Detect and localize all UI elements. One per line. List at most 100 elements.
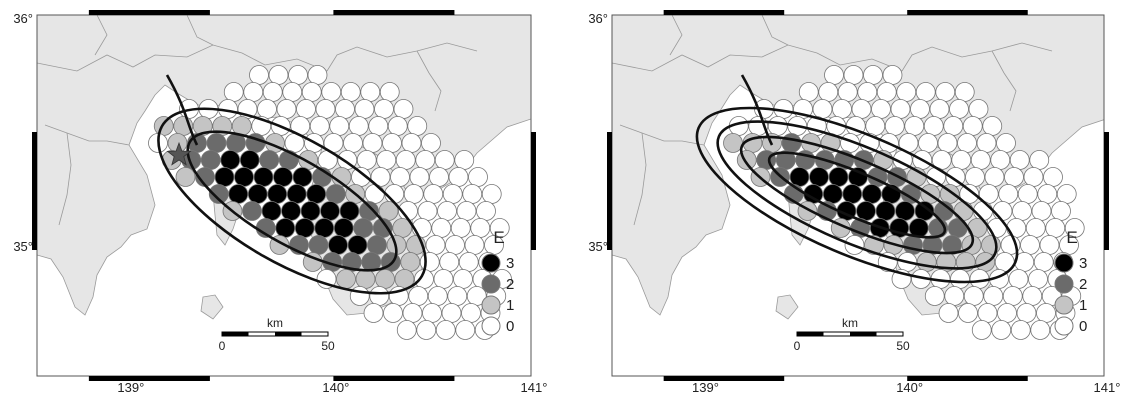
grid-circle-class-0	[223, 82, 244, 102]
grid-circle-class-0	[924, 286, 945, 306]
grid-circle-class-0	[1006, 218, 1027, 238]
grid-circle-class-0	[423, 184, 444, 204]
grid-circle-class-1	[375, 269, 395, 289]
frame-bar	[907, 376, 1028, 381]
contour-line	[767, 151, 947, 239]
grid-circle-class-0	[437, 201, 457, 221]
contour-lines	[157, 74, 427, 295]
grid-circle-class-0	[904, 116, 925, 136]
grid-circle-class-2	[367, 235, 387, 255]
scale-bar-unit: km	[842, 316, 858, 330]
grid-circle-class-3	[294, 218, 315, 238]
map-area	[37, 15, 531, 376]
grid-circle-class-0	[958, 303, 978, 323]
grid-circle-class-3	[861, 184, 882, 204]
grid-circle-class-0	[439, 252, 460, 272]
lon-label-141: 141°	[521, 380, 548, 395]
grid-circle-class-0	[1039, 235, 1060, 255]
grid-circle-class-2	[781, 133, 802, 153]
grid-circle-class-0	[288, 65, 308, 85]
grid-circle-class-3	[856, 201, 876, 221]
grid-circle-class-3	[300, 201, 321, 221]
frame-bar	[32, 132, 37, 250]
prefecture-border	[991, 50, 1017, 112]
grid-circle-class-0	[1009, 150, 1030, 170]
grid-circle-class-0	[249, 65, 269, 85]
grid-circle-class-3	[320, 201, 340, 221]
legend-label-3: 3	[1079, 255, 1087, 272]
prefecture-border	[619, 124, 705, 146]
grid-circle-class-2	[200, 150, 221, 170]
prefecture-border	[901, 42, 1053, 72]
grid-circle-class-0	[383, 303, 403, 323]
grid-circle-class-0	[402, 303, 423, 323]
grid-circle-class-0	[448, 167, 469, 187]
grid-circle-class-0	[434, 150, 455, 170]
contour-lines	[695, 74, 1019, 284]
grid-circle-class-0	[1051, 201, 1071, 221]
grid-circle-class-0	[470, 218, 491, 238]
grid-circle-class-2	[353, 218, 374, 238]
grid-circle-class-0	[970, 150, 991, 170]
grid-circle-class-0	[1043, 167, 1063, 187]
grid-circle-class-0	[1016, 303, 1037, 323]
circle-grid	[723, 65, 1085, 340]
frame-tick-bars	[607, 10, 1109, 381]
scale-bar-segment	[797, 332, 824, 336]
grid-circle-class-0	[1022, 286, 1043, 306]
legend: E3 2 1 0	[1054, 228, 1087, 336]
grid-circle-class-0	[422, 303, 442, 323]
grid-circle-class-0	[390, 167, 410, 187]
grid-circle-class-0	[364, 184, 385, 204]
grid-circle-class-0	[445, 235, 465, 255]
grid-circle-class-0	[476, 201, 496, 221]
grid-circle-class-0	[1029, 150, 1050, 170]
legend-swatch-2	[481, 274, 501, 294]
grid-circle-class-0	[983, 286, 1004, 306]
legend-swatch-2	[1054, 274, 1074, 294]
grid-circle-class-0	[843, 65, 864, 85]
grid-circle-class-0	[882, 65, 903, 85]
grid-circle-class-3	[286, 184, 307, 204]
legend-label-0: 0	[1079, 318, 1087, 335]
grid-circle-class-0	[944, 286, 965, 306]
grid-circle-class-0	[416, 320, 437, 340]
grid-circle-class-1	[175, 167, 196, 187]
grid-circle-class-3	[789, 167, 810, 187]
legend-label-1: 1	[506, 297, 514, 314]
grid-circle-class-0	[982, 116, 1003, 136]
grid-circle-class-0	[984, 167, 1005, 187]
grid-circle-class-3	[347, 235, 368, 255]
legend-label-0: 0	[506, 318, 514, 335]
map-panel-left: 36° 35° 139° 140° 141° km 0 50 E3 2 1 0	[13, 10, 547, 395]
prefecture-border	[633, 132, 647, 226]
grid-circle-class-0	[387, 116, 408, 136]
grid-circle-class-0	[798, 82, 819, 102]
grid-circle-class-0	[998, 184, 1019, 204]
grid-circle-class-3	[333, 218, 354, 238]
grid-circle-class-0	[431, 218, 452, 238]
lat-label-35: 35°	[588, 239, 608, 254]
legend-swatch-3	[1054, 253, 1074, 273]
grid-circle-class-0	[992, 201, 1013, 221]
grid-circle-class-0	[865, 116, 886, 136]
legend-swatch-0	[481, 316, 501, 336]
lat-label-35: 35°	[13, 239, 33, 254]
grid-circle-class-0	[935, 82, 956, 102]
legend-title: E	[1066, 228, 1077, 247]
grid-circle-class-0	[971, 320, 992, 340]
grid-circle-class-0	[1045, 218, 1066, 238]
grid-circle-class-0	[309, 116, 330, 136]
grid-circle-class-3	[220, 150, 241, 170]
grid-circle-class-0	[968, 99, 989, 119]
grid-circle-class-0	[1020, 235, 1040, 255]
grid-circle-class-0	[450, 218, 471, 238]
grid-circle-class-0	[1002, 286, 1023, 306]
grid-circle-class-0	[990, 150, 1011, 170]
grid-circle-class-0	[442, 184, 463, 204]
grid-circle-class-0	[382, 133, 402, 153]
legend-title: E	[493, 228, 504, 247]
scale-bar-start: 0	[219, 339, 226, 353]
grid-circle-class-2	[206, 133, 227, 153]
grid-circle-class-3	[822, 184, 843, 204]
